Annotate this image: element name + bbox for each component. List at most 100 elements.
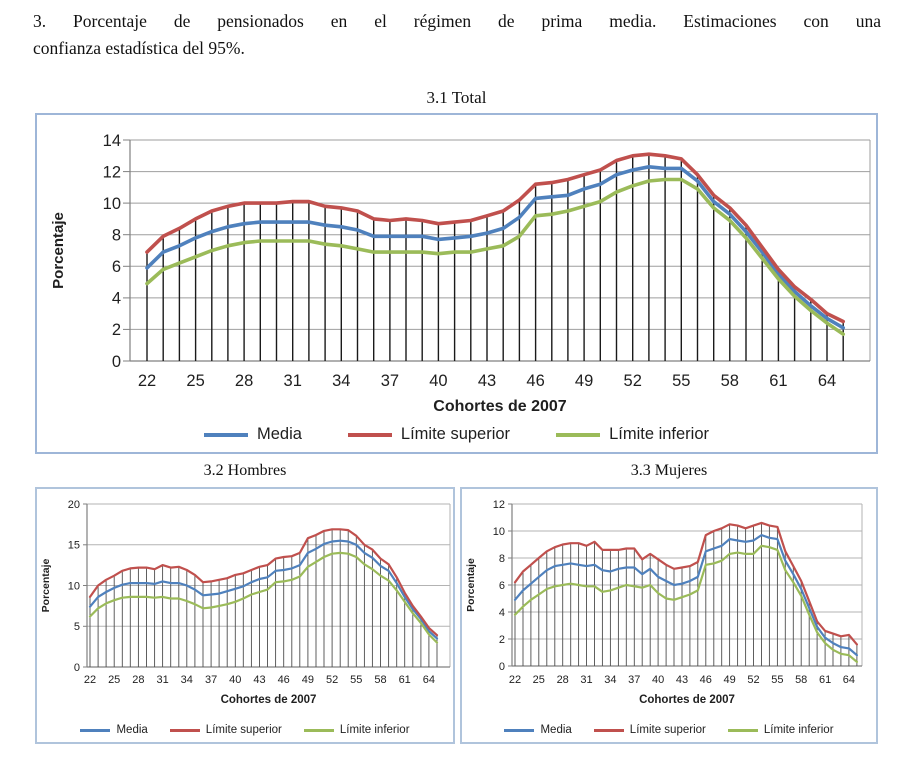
chart-title-mujeres: 3.3 Mujeres [630,462,708,479]
svg-text:46: 46 [278,674,290,686]
svg-text:28: 28 [132,674,144,686]
svg-text:37: 37 [381,372,399,390]
svg-text:49: 49 [575,372,593,390]
svg-text:64: 64 [818,372,836,390]
svg-text:64: 64 [843,674,855,686]
svg-text:Cohortes de 2007: Cohortes de 2007 [639,694,735,706]
hombres-chart-plot: 0 5 10 15 20 22 25 28 31 34 37 40 43 46 49 52 55 58 61 64 Co… [40,499,451,706]
legend-line-icon [504,728,535,732]
legend-item-limite-inferior: Límite inferior [303,724,410,736]
legend-item-limite-superior: Límite superior [169,724,282,736]
mujeres-chart-figure: 0 2 4 6 8 10 12 22 25 28 31 34 37 40 43 46 49 52 55 58 61 64 C… [460,487,878,744]
svg-text:37: 37 [205,674,217,686]
svg-text:8: 8 [499,553,505,565]
legend-label: Límite superior [400,425,511,443]
legend-line-icon [169,728,200,732]
total-chart-legend: Media Límite superior Límite inferior [37,425,876,444]
mujeres-chart-legend: Media Límite superior Límite inferior [462,724,876,736]
svg-text:0: 0 [112,353,121,371]
legend-line-icon [347,432,392,437]
legend-label: Media [256,425,302,443]
svg-text:46: 46 [526,372,544,390]
legend-item-media: Media [504,724,572,736]
svg-text:52: 52 [326,674,338,686]
svg-text:34: 34 [604,674,616,686]
legend-label: Límite inferior [763,724,834,736]
svg-text:43: 43 [478,372,496,390]
svg-text:43: 43 [253,674,265,686]
svg-text:14: 14 [103,132,121,150]
svg-text:6: 6 [499,580,505,592]
legend-label: Límite superior [205,724,282,736]
svg-text:25: 25 [533,674,545,686]
svg-text:Porcentaje: Porcentaje [40,559,52,613]
svg-text:5: 5 [74,621,80,633]
legend-item-limite-superior: Límite superior [593,724,706,736]
svg-text:37: 37 [628,674,640,686]
svg-text:31: 31 [156,674,168,686]
legend-line-icon [80,728,111,732]
svg-text:55: 55 [350,674,362,686]
chart-title-total: 3.1 Total [426,88,487,107]
legend-label: Límite superior [629,724,706,736]
svg-text:40: 40 [229,674,241,686]
legend-item-media: Media [203,425,302,444]
legend-line-icon [727,728,758,732]
svg-text:15: 15 [68,540,80,552]
legend-item-media: Media [80,724,148,736]
svg-text:25: 25 [108,674,120,686]
svg-text:49: 49 [723,674,735,686]
svg-text:Porcentaje: Porcentaje [465,558,477,612]
svg-text:43: 43 [676,674,688,686]
svg-text:61: 61 [819,674,831,686]
svg-text:61: 61 [769,372,787,390]
hombres-chart-legend: Media Límite superior Límite inferior [37,724,453,736]
svg-text:55: 55 [672,372,690,390]
svg-text:31: 31 [580,674,592,686]
svg-text:49: 49 [302,674,314,686]
legend-label: Límite inferior [609,425,710,443]
legend-item-limite-superior: Límite superior [347,425,511,444]
legend-line-icon [556,432,601,437]
svg-text:8: 8 [112,226,121,244]
svg-text:58: 58 [795,674,807,686]
legend-label: Media [116,724,148,736]
svg-text:10: 10 [68,580,80,592]
svg-text:55: 55 [771,674,783,686]
svg-text:61: 61 [399,674,411,686]
svg-text:31: 31 [284,372,302,390]
svg-text:34: 34 [332,372,350,390]
svg-text:34: 34 [181,674,193,686]
caption-line-1: 3. Porcentaje de pensionados en el régim… [33,11,881,31]
svg-text:25: 25 [186,372,204,390]
svg-text:20: 20 [68,499,80,511]
svg-text:58: 58 [721,372,739,390]
svg-text:52: 52 [747,674,759,686]
legend-line-icon [203,432,248,437]
legend-label: Media [540,724,572,736]
legend-item-limite-inferior: Límite inferior [556,425,709,444]
svg-text:6: 6 [112,258,121,276]
hombres-chart-figure: 0 5 10 15 20 22 25 28 31 34 37 40 43 46 49 52 55 58 61 64 Co… [35,487,455,744]
svg-text:22: 22 [509,674,521,686]
svg-text:10: 10 [103,195,121,213]
svg-text:4: 4 [499,607,505,619]
legend-line-icon [593,728,624,732]
svg-text:0: 0 [74,662,80,674]
chart-title-hombres: 3.2 Hombres [203,462,287,479]
figure-caption: 3. Porcentaje de pensionados en el régim… [33,8,881,62]
svg-text:28: 28 [557,674,569,686]
svg-text:22: 22 [138,372,156,390]
legend-label: Límite inferior [339,724,410,736]
caption-line-2: confianza estadística del 95%. [33,38,245,59]
svg-text:2: 2 [499,634,505,646]
legend-line-icon [303,728,334,732]
svg-text:64: 64 [423,674,435,686]
svg-text:58: 58 [374,674,386,686]
svg-text:Cohortes de 2007: Cohortes de 2007 [221,694,317,706]
svg-text:40: 40 [429,372,447,390]
svg-text:12: 12 [493,499,505,511]
total-chart-figure: 0 2 4 6 8 10 12 14 22 25 28 31 34 37 40 43 46 49 52 55 58 61 6… [35,113,878,454]
